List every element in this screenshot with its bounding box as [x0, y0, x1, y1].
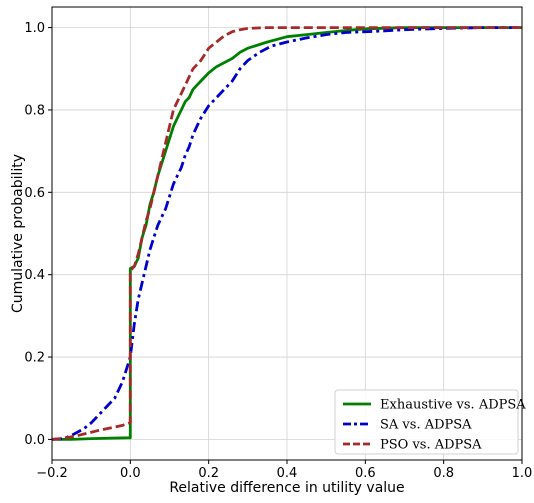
- series-line-1: [51, 26, 522, 441]
- x-axis-label: Relative difference in utility value: [169, 480, 404, 496]
- x-tick-label: 0.0: [120, 466, 141, 481]
- y-tick-label: 0.4: [24, 268, 45, 283]
- x-tick-label: 0.8: [433, 466, 454, 481]
- y-axis-label: Cumulative probability: [10, 154, 26, 313]
- y-tick-label: 1.0: [24, 21, 45, 36]
- axis-ticks: −0.2 0.0 0.2 0.4 0.6 0.8 1.0 0.0 0.2 0.4 0.6 0.8 1.0: [24, 21, 532, 481]
- legend-label-2: PSO vs. ADPSA: [380, 438, 482, 453]
- legend-label-0: Exhaustive vs. ADPSA: [380, 398, 526, 413]
- legend-label-1: SA vs. ADPSA: [380, 418, 472, 433]
- x-tick-label: −0.2: [36, 466, 68, 481]
- x-tick-label: 0.6: [355, 466, 376, 481]
- y-tick-label: 0.8: [24, 103, 45, 118]
- x-tick-label: 0.4: [277, 466, 298, 481]
- y-tick-label: 0.0: [24, 433, 45, 448]
- series-line-2: [51, 26, 522, 441]
- legend-box: [334, 389, 519, 455]
- x-tick-label: 1.0: [512, 466, 533, 481]
- y-tick-label: 0.6: [24, 186, 45, 201]
- x-tick-label: 0.2: [198, 466, 219, 481]
- plot-series: [51, 26, 522, 441]
- legend: Exhaustive vs. ADPSA SA vs. ADPSA PSO vs. …: [334, 389, 526, 455]
- y-tick-label: 0.2: [24, 351, 45, 366]
